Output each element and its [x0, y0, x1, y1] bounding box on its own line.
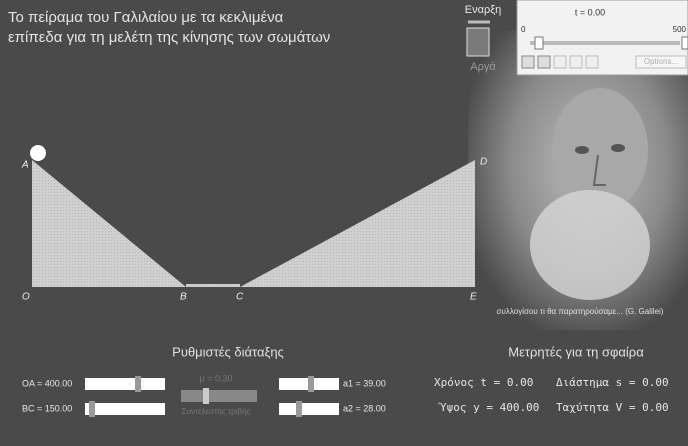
start-button[interactable] — [467, 28, 489, 56]
step-back-button[interactable] — [554, 56, 566, 68]
time-slider[interactable] — [530, 41, 680, 45]
point-label: C — [236, 292, 244, 303]
friction-label: Συντελεστής τριβής — [182, 407, 251, 416]
meters-heading: Μετρητές για τη σφαίρα — [508, 344, 644, 359]
slow-label[interactable]: Αργά — [470, 61, 496, 73]
settings-heading: Ρυθμιστές διάταξης — [172, 344, 284, 359]
bc-label: BC = 150.00 — [22, 403, 72, 413]
point-label: A — [21, 160, 29, 171]
simulation: Το πείραμα του Γαλιλαίου με τα κεκλιμένα… — [0, 0, 688, 446]
a1-label: a1 = 39.00 — [343, 378, 386, 388]
time-readout: t = 0.00 — [575, 7, 605, 17]
point-label: O — [22, 292, 30, 303]
stop-button[interactable] — [538, 56, 550, 68]
step-button[interactable] — [570, 56, 582, 68]
distance-meter: Διάστημα s = 0.00 — [556, 376, 669, 389]
a2-slider[interactable] — [279, 403, 339, 415]
a1-thumb[interactable] — [308, 376, 314, 392]
time-thumb[interactable] — [535, 37, 543, 49]
control-panel: t = 0.00 0 500 Options... — [517, 0, 688, 75]
portrait-caption: συλλογίσου τι θα παρατηρούσαμε... (G. Ga… — [497, 307, 664, 316]
height-meter: Ύψος y = 400.00 — [437, 401, 539, 414]
speed-meter: Ταχύτητα V = 0.00 — [556, 401, 669, 414]
slider-min: 0 — [521, 25, 526, 34]
point-label: B — [180, 292, 187, 303]
ball[interactable] — [30, 145, 46, 161]
time-meter: Χρόνος t = 0.00 — [434, 376, 533, 389]
play-button[interactable] — [522, 56, 534, 68]
reset-button[interactable] — [586, 56, 598, 68]
title-line: Το πείραμα του Γαλιλαίου με τα κεκλιμένα — [8, 9, 284, 26]
mu-thumb[interactable] — [203, 388, 209, 404]
title-line: επίπεδα για τη μελέτη της κίνησης των σω… — [8, 29, 330, 46]
oa-thumb[interactable] — [135, 376, 141, 392]
point-label: D — [480, 157, 487, 168]
mu-label: μ = 0.30 — [200, 373, 233, 383]
start-label[interactable]: Εναρξη — [465, 4, 502, 16]
slider-max: 500 — [673, 25, 687, 34]
mu-slider[interactable] — [181, 390, 257, 402]
bc-slider[interactable] — [85, 403, 165, 415]
slider-end[interactable] — [682, 37, 688, 49]
a2-thumb[interactable] — [296, 401, 302, 417]
oa-label: OA = 400.00 — [22, 378, 72, 388]
a2-label: a2 = 28.00 — [343, 403, 386, 413]
flat-plane — [186, 284, 240, 287]
point-label: E — [470, 292, 477, 303]
bc-thumb[interactable] — [89, 401, 95, 417]
oa-slider[interactable] — [85, 378, 165, 390]
options-label[interactable]: Options... — [644, 57, 678, 66]
